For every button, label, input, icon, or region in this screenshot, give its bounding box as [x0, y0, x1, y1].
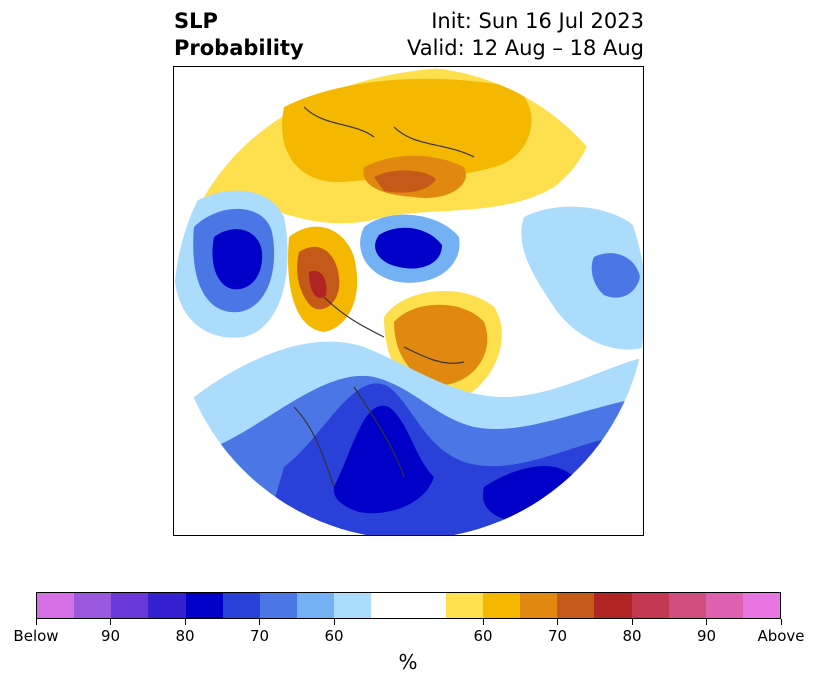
colorbar-tick — [333, 619, 335, 625]
colorbar-tick-label: 90 — [696, 627, 717, 645]
title-left: SLP Probability — [174, 8, 304, 62]
colorbar-segment — [371, 593, 409, 618]
map-panel — [173, 66, 644, 536]
colorbar-segment — [37, 593, 75, 618]
colorbar-segment — [297, 593, 335, 618]
colorbar-tick — [631, 619, 633, 625]
title-kind: Probability — [174, 36, 304, 60]
colorbar-tick-label: 70 — [547, 627, 568, 645]
colorbar-tick-label: 80 — [622, 627, 642, 645]
colorbar-tick-label: 60 — [473, 627, 493, 645]
colorbar-segment — [668, 593, 706, 618]
colorbar-tick-label: 90 — [100, 627, 121, 645]
colorbar-tick — [557, 619, 558, 625]
above-region-siberia-peak — [374, 170, 436, 193]
colorbar-segment — [594, 593, 632, 618]
colorbar-segment — [557, 593, 595, 618]
colorbar-segment — [74, 593, 112, 618]
colorbar-tick — [35, 619, 37, 625]
colorbar-tick — [706, 619, 707, 625]
init-date: Init: Sun 16 Jul 2023 — [431, 9, 644, 33]
valid-range: Valid: 12 Aug – 18 Aug — [406, 36, 644, 60]
above-region-west-peak — [309, 270, 327, 299]
colorbar-tick-label: 70 — [249, 627, 270, 645]
colorbar-tick — [259, 619, 260, 625]
colorbar-tick — [482, 619, 484, 625]
colorbar-unit: % — [398, 650, 418, 674]
colorbar-segment — [259, 593, 298, 618]
coastline-hint — [293, 106, 475, 488]
colorbar — [36, 592, 781, 619]
below-region-east-core — [591, 253, 640, 298]
below-region-east — [521, 206, 643, 350]
colorbar-tick — [780, 619, 782, 625]
colorbar-segment — [334, 593, 372, 618]
colorbar-segment — [705, 593, 743, 618]
colorbar-tick — [184, 619, 186, 625]
below-region-arctic-strong — [375, 227, 442, 269]
title-variable: SLP — [174, 9, 218, 33]
colorbar-segment — [742, 593, 781, 618]
title-right: Init: Sun 16 Jul 2023 Valid: 12 Aug – 18… — [407, 8, 644, 62]
colorbar-segment — [148, 593, 186, 618]
below-region-north-america-core — [333, 405, 434, 514]
colorbar-segment — [482, 593, 521, 618]
colorbar-tick-label: Below — [13, 627, 59, 645]
probability-map — [174, 67, 643, 535]
colorbar-segment — [111, 593, 149, 618]
colorbar-segment — [631, 593, 669, 618]
colorbar-tick-label: 80 — [175, 627, 195, 645]
colorbar-segment — [445, 593, 483, 618]
colorbar-segment — [408, 593, 446, 618]
colorbar-tick-label: 60 — [324, 627, 344, 645]
colorbar-segment — [520, 593, 558, 618]
colorbar-segment — [185, 593, 223, 618]
colorbar-tick-label: Above — [757, 627, 805, 645]
colorbar-segment — [222, 593, 260, 618]
above-region-greenland-core — [394, 304, 488, 385]
above-region-eurasia-core — [282, 78, 532, 183]
colorbar-tick — [110, 619, 111, 625]
below-region-pacific-core — [212, 229, 263, 290]
